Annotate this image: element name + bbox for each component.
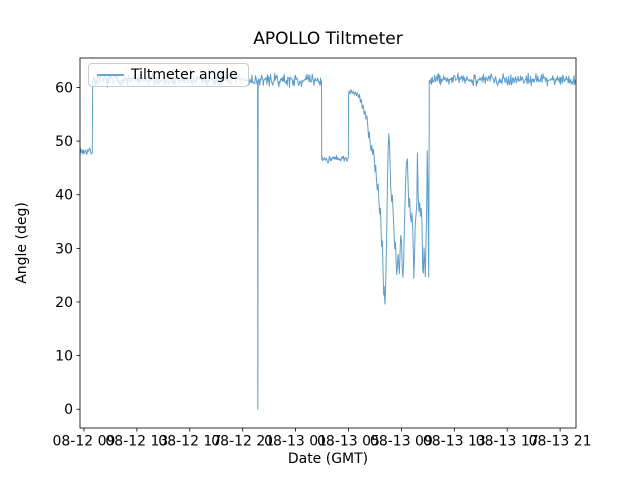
y-axis-label: Angle (deg) bbox=[14, 202, 30, 284]
x-tick-label: 08-13 13 bbox=[423, 434, 486, 450]
x-tick-label: 08-12 21 bbox=[211, 434, 274, 450]
x-tick-label: 08-13 21 bbox=[529, 434, 592, 450]
y-tick-label: 10 bbox=[55, 349, 73, 365]
legend-label: Tiltmeter angle bbox=[131, 67, 238, 83]
x-tick-label: 08-13 17 bbox=[476, 434, 539, 450]
y-tick-label: 50 bbox=[55, 134, 73, 150]
axes-frame bbox=[79, 57, 577, 429]
y-tick-label: 60 bbox=[55, 80, 73, 96]
data-line-tiltmeter-angle bbox=[79, 72, 576, 410]
y-tick-label: 0 bbox=[64, 402, 73, 418]
chart-title: APOLLO Tiltmeter bbox=[253, 29, 403, 49]
legend: Tiltmeter angle bbox=[88, 63, 249, 87]
x-tick-label: 08-13 01 bbox=[264, 434, 327, 450]
x-tick-label: 08-13 05 bbox=[317, 434, 380, 450]
y-tick-label: 30 bbox=[55, 241, 73, 257]
x-tick-label: 08-13 09 bbox=[370, 434, 433, 450]
x-tick-label: 08-12 09 bbox=[52, 434, 115, 450]
x-tick-label: 08-12 13 bbox=[105, 434, 168, 450]
y-tick-label: 20 bbox=[55, 295, 73, 311]
x-tick-label: 08-12 17 bbox=[158, 434, 221, 450]
legend-line-sample bbox=[97, 74, 124, 76]
y-tick-label: 40 bbox=[55, 188, 73, 204]
x-axis-label: Date (GMT) bbox=[287, 451, 369, 467]
